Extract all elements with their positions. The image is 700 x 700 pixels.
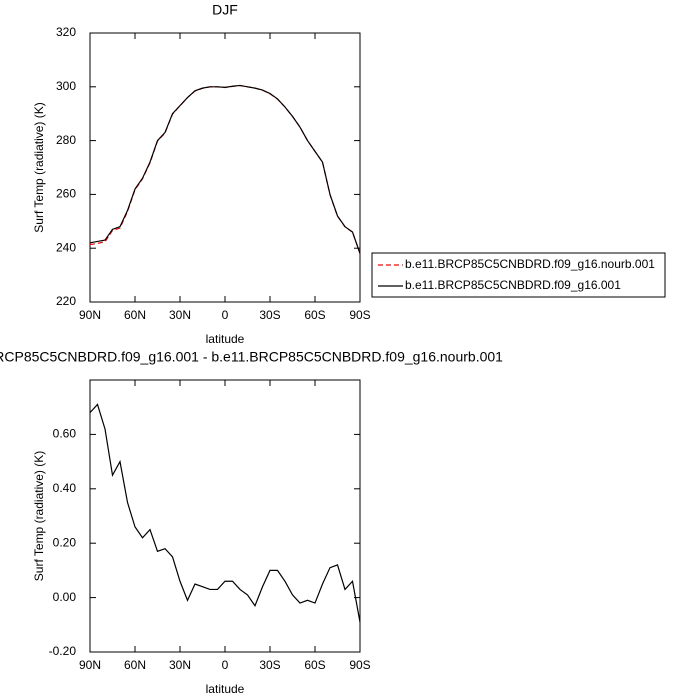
x-axis-label: latitude: [206, 682, 245, 696]
y-tick-label: 320: [56, 25, 76, 39]
plot-frame: [89, 32, 361, 303]
y-tick-label: 0.40: [53, 481, 77, 495]
x-tick-label: 30N: [169, 308, 191, 322]
y-tick-label: 0.00: [53, 590, 77, 604]
x-tick-label: 60N: [124, 308, 146, 322]
y-tick-label: 0.60: [53, 427, 77, 441]
x-tick-label: 90S: [349, 308, 370, 322]
y-tick-label: -0.20: [49, 644, 77, 658]
plot-frame: [89, 379, 361, 653]
legend-label: b.e11.BRCP85C5CNBDRD.f09_g16.nourb.001: [405, 257, 655, 271]
x-tick-label: 0: [222, 658, 229, 672]
x-tick-label: 30S: [259, 658, 280, 672]
y-axis-label: Surf Temp (radiative) (K): [32, 451, 46, 581]
x-tick-label: 60S: [304, 308, 325, 322]
data-line: [89, 403, 361, 623]
y-tick-label: 220: [56, 294, 76, 308]
x-tick-label: 0: [222, 308, 229, 322]
x-tick-label: 30S: [259, 308, 280, 322]
x-axis-label: latitude: [206, 332, 245, 346]
x-tick-label: 30N: [169, 658, 191, 672]
data-line: [89, 84, 361, 254]
data-line: [89, 84, 361, 254]
legend-label: b.e11.BRCP85C5CNBDRD.f09_g16.001: [405, 278, 621, 292]
y-tick-label: 240: [56, 240, 76, 254]
y-tick-label: 280: [56, 133, 76, 147]
x-tick-label: 90N: [79, 308, 101, 322]
x-tick-label: 60S: [304, 658, 325, 672]
y-tick-label: 260: [56, 187, 76, 201]
x-tick-label: 90N: [79, 658, 101, 672]
y-tick-label: 300: [56, 79, 76, 93]
x-tick-label: 60N: [124, 658, 146, 672]
y-tick-label: 0.20: [53, 535, 77, 549]
chart-title: DJF: [212, 2, 238, 18]
chart-title: b.e11.BRCP85C5CNBDRD.f09_g16.001 - b.e11…: [0, 349, 503, 365]
x-tick-label: 90S: [349, 658, 370, 672]
y-axis-label: Surf Temp (radiative) (K): [32, 102, 46, 232]
legend-frame: [371, 252, 666, 298]
